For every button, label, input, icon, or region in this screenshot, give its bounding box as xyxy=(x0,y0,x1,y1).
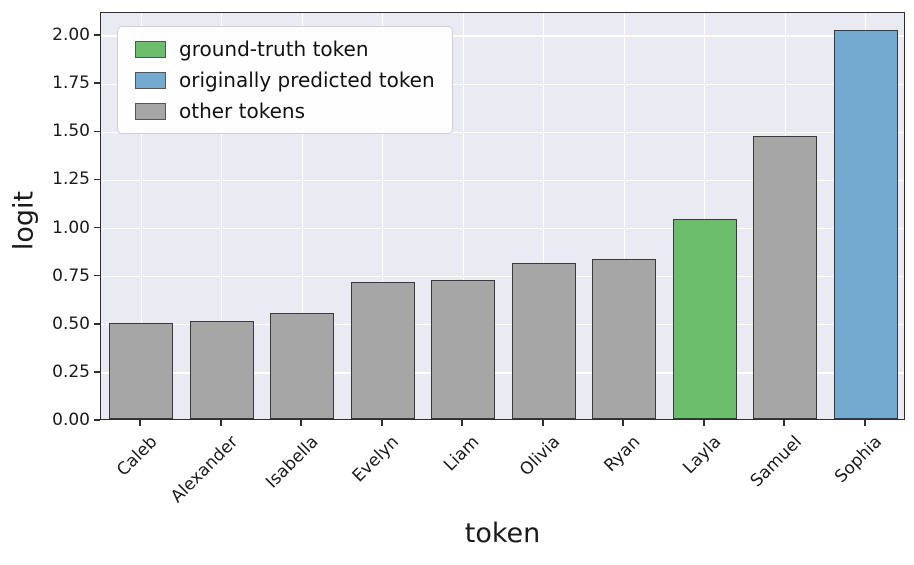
x-tick-mark xyxy=(622,420,625,426)
y-tick-label: 1.75 xyxy=(52,73,90,94)
x-tick-label: Liam xyxy=(440,432,484,476)
y-tick-mark xyxy=(94,34,100,36)
legend-label: originally predicted token xyxy=(179,68,435,92)
bar-other xyxy=(592,259,657,419)
y-tick-mark xyxy=(94,130,100,133)
x-tick-mark xyxy=(702,420,705,426)
bar-other xyxy=(109,322,174,419)
bar-predicted xyxy=(833,30,898,419)
legend-swatch-predicted xyxy=(135,71,166,89)
y-tick-mark xyxy=(94,419,100,421)
legend-label: other tokens xyxy=(179,99,305,123)
y-tick-mark xyxy=(94,274,100,277)
legend-swatch-other xyxy=(135,102,166,120)
bar-other xyxy=(350,282,415,419)
bar-other xyxy=(270,313,335,419)
x-tick-label: Evelyn xyxy=(348,432,403,487)
bar-other xyxy=(511,263,576,419)
x-tick-mark xyxy=(461,420,464,426)
plot-area: ground-truth token originally predicted t… xyxy=(100,12,905,420)
bar-other xyxy=(431,280,496,419)
x-axis-title: token xyxy=(464,518,541,549)
y-tick-label: 0.00 xyxy=(52,410,90,430)
h-gridline xyxy=(101,179,904,182)
x-tick-label: Layla xyxy=(678,432,725,479)
x-tick-mark xyxy=(541,420,544,426)
y-tick-mark xyxy=(94,178,100,181)
bar-ground_truth xyxy=(672,218,737,419)
legend: ground-truth token originally predicted t… xyxy=(117,26,453,134)
y-tick-label: 1.00 xyxy=(52,217,90,238)
x-tick-mark xyxy=(783,420,786,426)
y-axis-title: logit xyxy=(8,190,40,251)
y-tick-label: 2.00 xyxy=(52,25,90,46)
h-gridline xyxy=(101,227,904,230)
y-tick-mark xyxy=(94,371,100,373)
legend-entry: originally predicted token xyxy=(135,69,435,91)
x-tick-label: Alexander xyxy=(166,432,242,507)
h-gridline xyxy=(101,324,904,326)
bar-other xyxy=(753,136,818,419)
x-tick-mark xyxy=(300,420,303,426)
h-gridline xyxy=(101,131,904,133)
x-tick-label: Ryan xyxy=(600,432,645,476)
h-gridline xyxy=(101,83,904,85)
y-tick-label: 0.75 xyxy=(52,265,90,286)
x-tick-label: Olivia xyxy=(515,432,564,481)
x-tick-label: Caleb xyxy=(113,432,162,481)
v-gridline xyxy=(704,13,706,419)
legend-entry: ground-truth token xyxy=(135,38,435,60)
v-gridline xyxy=(221,13,223,419)
x-tick-mark xyxy=(380,420,383,426)
x-tick-label: Sophia xyxy=(830,432,886,488)
y-tick-label: 1.50 xyxy=(52,121,90,142)
x-tick-label: Isabella xyxy=(262,432,323,493)
y-tick-mark xyxy=(94,322,100,325)
x-tick-mark xyxy=(863,420,866,426)
y-tick-label: 0.25 xyxy=(52,361,90,382)
h-gridline xyxy=(101,276,904,278)
x-tick-mark xyxy=(139,420,142,426)
legend-swatch-ground_truth xyxy=(135,40,166,58)
legend-label: ground-truth token xyxy=(179,37,369,61)
bar-other xyxy=(189,320,254,419)
v-gridline xyxy=(543,13,545,419)
x-tick-label: Samuel xyxy=(746,432,806,492)
v-gridline xyxy=(382,13,384,419)
v-gridline xyxy=(301,13,303,419)
h-gridline xyxy=(101,35,904,37)
y-tick-mark xyxy=(94,82,100,84)
h-gridline xyxy=(101,372,904,374)
v-gridline xyxy=(623,13,625,419)
v-gridline xyxy=(462,13,464,419)
legend-entry: other tokens xyxy=(135,100,435,122)
y-tick-label: 1.25 xyxy=(52,169,90,190)
y-tick-label: 0.50 xyxy=(52,313,90,334)
y-tick-mark xyxy=(94,226,100,229)
v-gridline xyxy=(140,13,142,419)
x-tick-mark xyxy=(219,420,222,426)
